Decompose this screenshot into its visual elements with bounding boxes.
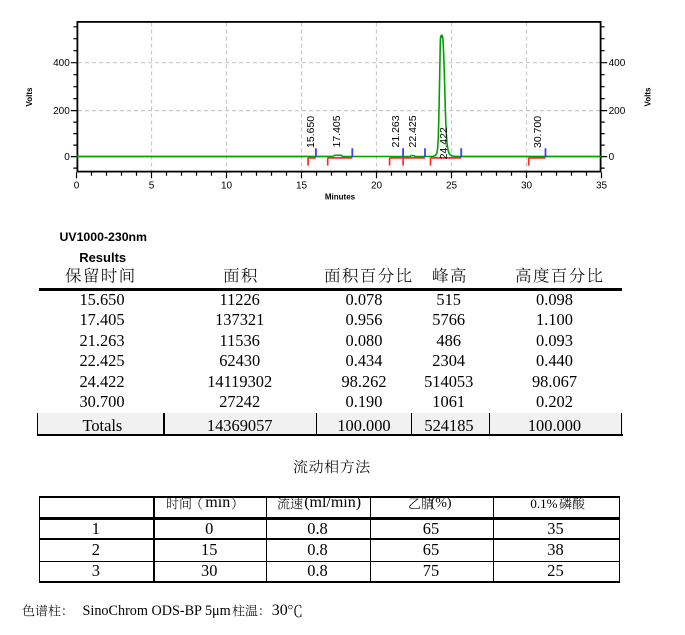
svg-text:30: 30 bbox=[521, 180, 533, 191]
svg-text:200: 200 bbox=[53, 106, 70, 117]
svg-text:Volts: Volts bbox=[644, 87, 653, 107]
svg-text:20: 20 bbox=[371, 180, 383, 191]
svg-text:200: 200 bbox=[609, 106, 626, 117]
svg-text:0: 0 bbox=[609, 152, 615, 163]
svg-text:5: 5 bbox=[149, 180, 155, 191]
svg-text:Volts: Volts bbox=[25, 87, 34, 107]
svg-text:Minutes: Minutes bbox=[325, 193, 356, 202]
svg-text:17.405: 17.405 bbox=[331, 115, 343, 147]
svg-text:21.263: 21.263 bbox=[390, 115, 402, 147]
svg-text:0: 0 bbox=[74, 180, 80, 191]
svg-text:15: 15 bbox=[296, 180, 308, 191]
svg-text:24.422: 24.422 bbox=[438, 127, 450, 159]
svg-text:400: 400 bbox=[609, 58, 626, 69]
svg-text:35: 35 bbox=[596, 180, 608, 191]
svg-text:30.700: 30.700 bbox=[532, 116, 544, 148]
svg-text:0: 0 bbox=[64, 152, 70, 163]
svg-text:15.650: 15.650 bbox=[305, 116, 317, 148]
svg-text:22.425: 22.425 bbox=[407, 115, 419, 147]
svg-text:400: 400 bbox=[53, 58, 70, 69]
svg-text:10: 10 bbox=[221, 180, 233, 191]
svg-text:25: 25 bbox=[446, 180, 458, 191]
